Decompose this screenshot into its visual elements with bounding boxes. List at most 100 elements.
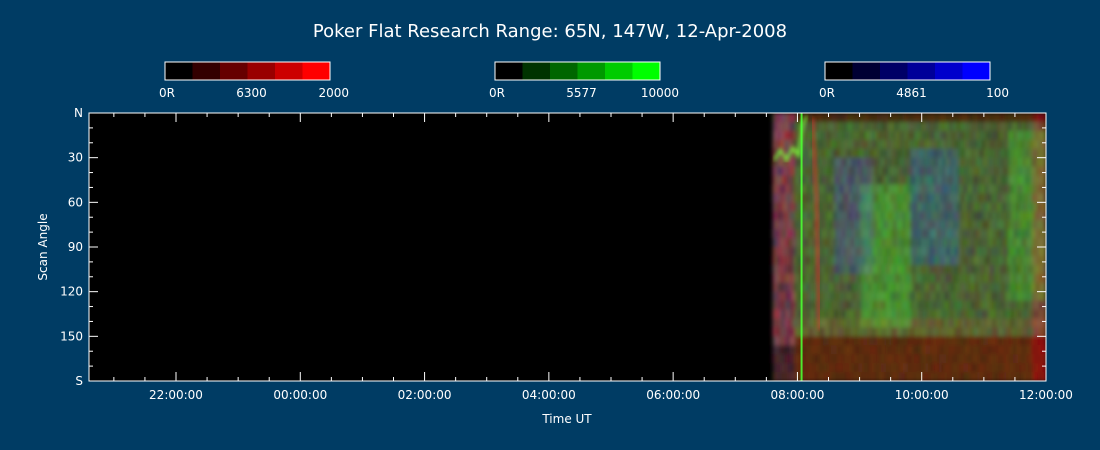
emission-cell <box>828 255 831 266</box>
emission-cell <box>822 372 825 381</box>
emission-cell <box>882 139 885 150</box>
emission-cell <box>956 318 959 328</box>
emission-cell <box>1004 229 1007 239</box>
emission-cell <box>1036 184 1039 194</box>
emission-cell <box>998 238 1001 248</box>
emission-cell <box>1036 345 1039 355</box>
emission-cell <box>972 184 975 194</box>
emission-cell <box>860 139 863 150</box>
emission-cell <box>888 139 891 150</box>
emission-cell <box>828 220 831 230</box>
emission-cell <box>872 148 875 159</box>
emission-cell <box>1008 193 1011 203</box>
emission-cell <box>840 336 843 346</box>
emission-cell <box>988 336 991 346</box>
emission-cell <box>892 318 895 328</box>
colorbar-name: 4861 <box>896 86 927 100</box>
emission-cell <box>982 363 985 373</box>
emission-cell <box>910 247 913 257</box>
emission-cell <box>1014 282 1017 293</box>
emission-cell <box>814 229 817 239</box>
emission-cell <box>900 184 903 194</box>
emission-cell <box>924 220 927 230</box>
emission-cell <box>832 255 835 266</box>
emission-cell <box>1000 220 1003 230</box>
emission-cell <box>956 157 959 168</box>
emission-cell <box>930 336 933 346</box>
emission-cell <box>778 264 781 275</box>
emission-cell <box>876 113 879 123</box>
emission-cell <box>830 282 833 293</box>
emission-cell <box>818 238 821 248</box>
emission-cell <box>876 211 879 221</box>
emission-cell <box>1008 255 1011 266</box>
emission-cell <box>834 184 837 194</box>
emission-cell <box>850 309 853 319</box>
emission-cell <box>988 175 991 185</box>
emission-cell <box>978 300 981 311</box>
emission-cell <box>798 247 801 257</box>
emission-cell <box>1002 238 1005 248</box>
emission-cell <box>832 238 835 248</box>
emission-cell <box>1032 318 1035 328</box>
emission-cell <box>816 113 819 123</box>
emission-cell <box>928 175 931 185</box>
colorbar-frame <box>494 61 661 81</box>
emission-cell <box>858 238 861 248</box>
emission-cell <box>996 363 999 373</box>
emission-cell <box>1010 113 1013 123</box>
emission-cell <box>1044 300 1046 311</box>
emission-cell <box>812 363 815 373</box>
emission-cell <box>820 157 823 168</box>
emission-cell <box>1000 345 1003 355</box>
colorbar-swatch <box>192 62 221 80</box>
emission-cell <box>958 309 961 319</box>
emission-cell <box>790 229 793 239</box>
emission-cell <box>900 175 903 185</box>
emission-cell <box>992 202 995 212</box>
emission-cell <box>966 157 969 168</box>
emission-cell <box>872 238 875 248</box>
emission-cell <box>928 372 931 381</box>
emission-cell <box>1042 121 1045 132</box>
emission-cell <box>870 291 873 302</box>
emission-cell <box>938 157 941 168</box>
emission-cell <box>876 175 879 185</box>
emission-cell <box>886 139 889 150</box>
emission-cell <box>806 157 809 168</box>
emission-cell <box>820 193 823 203</box>
emission-cell <box>1030 291 1033 302</box>
emission-cell <box>776 202 779 212</box>
emission-cell <box>798 193 801 203</box>
emission-cell <box>960 327 963 337</box>
emission-cell <box>1034 202 1037 212</box>
emission-cell <box>928 327 931 337</box>
emission-cell <box>872 282 875 293</box>
emission-cell <box>844 130 847 141</box>
emission-cell <box>834 291 837 302</box>
emission-cell <box>802 211 805 221</box>
emission-cell <box>970 282 973 293</box>
emission-cell <box>922 121 925 132</box>
emission-cell <box>1042 354 1045 364</box>
emission-cell <box>974 175 977 185</box>
emission-cell <box>1036 175 1039 185</box>
emission-cell <box>782 229 785 239</box>
emission-cell <box>792 157 795 168</box>
emission-cell <box>882 273 885 284</box>
emission-cell <box>820 354 823 364</box>
emission-cell <box>894 345 897 355</box>
emission-cell <box>976 211 979 221</box>
colorbar-swatch <box>605 62 633 80</box>
emission-cell <box>840 139 843 150</box>
emission-cell <box>1006 238 1009 248</box>
emission-cell <box>938 327 941 337</box>
emission-cell <box>908 175 911 185</box>
emission-cell <box>828 121 831 132</box>
emission-cell <box>976 247 979 257</box>
emission-cell <box>996 345 999 355</box>
emission-cell <box>1004 345 1007 355</box>
emission-cell <box>822 336 825 346</box>
emission-cell <box>860 113 863 123</box>
emission-cell <box>850 336 853 346</box>
